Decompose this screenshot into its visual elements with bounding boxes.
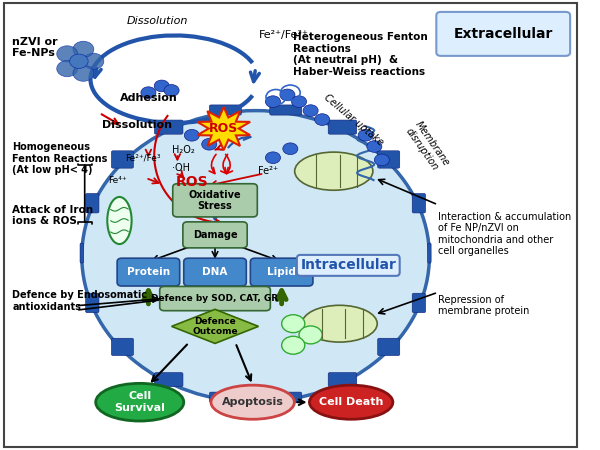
Ellipse shape (95, 383, 184, 421)
Text: ROS: ROS (176, 176, 208, 189)
Text: Fe²⁺/Fe³⁺: Fe²⁺/Fe³⁺ (259, 30, 308, 40)
FancyBboxPatch shape (173, 184, 257, 217)
Text: Cell Death: Cell Death (319, 397, 383, 407)
Circle shape (265, 152, 280, 163)
Circle shape (358, 130, 373, 141)
FancyBboxPatch shape (377, 151, 400, 168)
Ellipse shape (211, 385, 295, 419)
Text: Defence by SOD, CAT, GR: Defence by SOD, CAT, GR (151, 294, 278, 303)
Text: Attack of Iron
ions & ROS: Attack of Iron ions & ROS (12, 205, 94, 226)
Text: Defence by Endosomatic
antioxidants: Defence by Endosomatic antioxidants (12, 290, 148, 312)
FancyBboxPatch shape (270, 105, 302, 115)
FancyBboxPatch shape (112, 338, 133, 356)
Text: Fe⁴⁺: Fe⁴⁺ (108, 176, 127, 184)
FancyBboxPatch shape (154, 120, 183, 134)
Circle shape (70, 54, 88, 68)
Text: nZVI or
Fe-NPs: nZVI or Fe-NPs (12, 36, 58, 58)
Circle shape (367, 141, 382, 152)
FancyBboxPatch shape (412, 293, 425, 313)
Circle shape (280, 89, 295, 101)
Circle shape (154, 80, 169, 92)
Text: Homogeneous
Fenton Reactions
(At low pH< 4): Homogeneous Fenton Reactions (At low pH<… (12, 142, 107, 175)
Text: Interaction & accumulation
of Fe NP/nZVI on
mitochondria and other
cell organell: Interaction & accumulation of Fe NP/nZVI… (438, 212, 571, 256)
FancyBboxPatch shape (184, 258, 247, 286)
FancyBboxPatch shape (436, 12, 570, 56)
Circle shape (141, 87, 156, 99)
Ellipse shape (107, 197, 131, 244)
FancyBboxPatch shape (377, 338, 400, 356)
Circle shape (281, 336, 305, 354)
Circle shape (184, 130, 199, 141)
Polygon shape (197, 107, 250, 150)
Text: Membrane
disruption: Membrane disruption (403, 120, 451, 175)
Circle shape (164, 85, 179, 96)
Circle shape (83, 53, 104, 69)
Text: H₂O₂: H₂O₂ (172, 145, 194, 155)
Text: Fe²⁺: Fe²⁺ (259, 166, 279, 176)
Text: Cellular uptake: Cellular uptake (322, 93, 385, 148)
Text: Oxidative
Stress: Oxidative Stress (189, 189, 241, 211)
FancyBboxPatch shape (250, 258, 313, 286)
FancyBboxPatch shape (328, 373, 357, 387)
FancyBboxPatch shape (86, 293, 99, 313)
Text: Defence
Outcome: Defence Outcome (192, 317, 238, 336)
FancyBboxPatch shape (270, 392, 302, 402)
Text: ·OH: ·OH (172, 163, 190, 173)
FancyBboxPatch shape (209, 105, 241, 115)
FancyBboxPatch shape (80, 243, 83, 263)
Ellipse shape (82, 111, 430, 402)
Text: Cell
Survival: Cell Survival (114, 392, 165, 413)
Ellipse shape (310, 385, 393, 419)
Text: Dissolution: Dissolution (102, 120, 172, 130)
Polygon shape (172, 309, 259, 343)
Circle shape (57, 61, 77, 77)
Circle shape (314, 114, 330, 126)
Circle shape (202, 139, 217, 150)
Text: Extracellular: Extracellular (454, 27, 553, 41)
Text: Apoptosis: Apoptosis (222, 397, 284, 407)
Text: Heterogeneous Fenton
Reactions
(At neutral pH)  &
Haber-Weiss reactions: Heterogeneous Fenton Reactions (At neutr… (293, 32, 428, 77)
Text: Dissolution: Dissolution (127, 16, 188, 27)
Text: ROS: ROS (209, 122, 238, 135)
FancyBboxPatch shape (183, 222, 247, 248)
Circle shape (299, 326, 322, 344)
FancyBboxPatch shape (86, 194, 99, 213)
Circle shape (283, 143, 298, 154)
Circle shape (374, 154, 389, 166)
FancyBboxPatch shape (328, 120, 357, 134)
Text: Repression of
membrane protein: Repression of membrane protein (438, 295, 529, 316)
FancyBboxPatch shape (209, 392, 241, 402)
Ellipse shape (295, 152, 373, 190)
Circle shape (281, 315, 305, 333)
Text: Intracellular: Intracellular (301, 258, 396, 272)
Ellipse shape (302, 305, 377, 342)
Text: Fe²⁺/Fe³: Fe²⁺/Fe³ (125, 153, 161, 162)
Circle shape (57, 46, 77, 62)
Text: DNA: DNA (202, 267, 228, 277)
Text: Damage: Damage (193, 230, 238, 240)
FancyBboxPatch shape (412, 194, 425, 213)
Circle shape (303, 105, 318, 117)
FancyBboxPatch shape (428, 243, 431, 263)
Text: Lipid: Lipid (267, 267, 296, 277)
Circle shape (265, 96, 280, 108)
FancyBboxPatch shape (112, 151, 133, 168)
Text: Adhesion: Adhesion (119, 93, 177, 103)
FancyBboxPatch shape (117, 258, 179, 286)
FancyBboxPatch shape (154, 373, 183, 387)
FancyBboxPatch shape (160, 287, 271, 310)
FancyBboxPatch shape (4, 3, 577, 447)
Circle shape (292, 96, 307, 108)
Circle shape (73, 65, 94, 81)
Text: Protein: Protein (127, 267, 170, 277)
Circle shape (73, 41, 94, 58)
